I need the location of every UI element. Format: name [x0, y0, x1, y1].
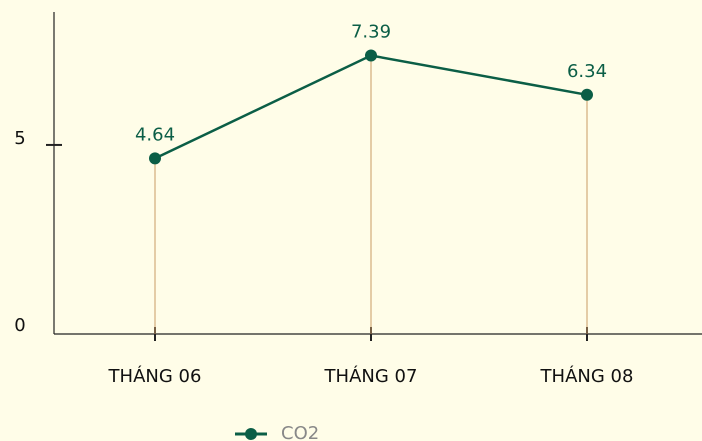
- legend-label: CO2: [281, 423, 319, 441]
- y-tick-label: 5: [14, 128, 25, 149]
- point: [365, 49, 377, 62]
- point: [581, 88, 593, 101]
- legend-marker: [245, 428, 257, 440]
- x-tick-label: THÁNG 06: [108, 365, 202, 387]
- data-label: 6.34: [567, 61, 607, 82]
- x-tick-label: THÁNG 07: [324, 365, 418, 387]
- point: [149, 152, 161, 165]
- x-tick-label: THÁNG 08: [540, 365, 634, 387]
- y-tick-label: 0: [14, 315, 25, 336]
- data-label: 7.39: [351, 22, 391, 43]
- data-label: 4.64: [135, 124, 175, 145]
